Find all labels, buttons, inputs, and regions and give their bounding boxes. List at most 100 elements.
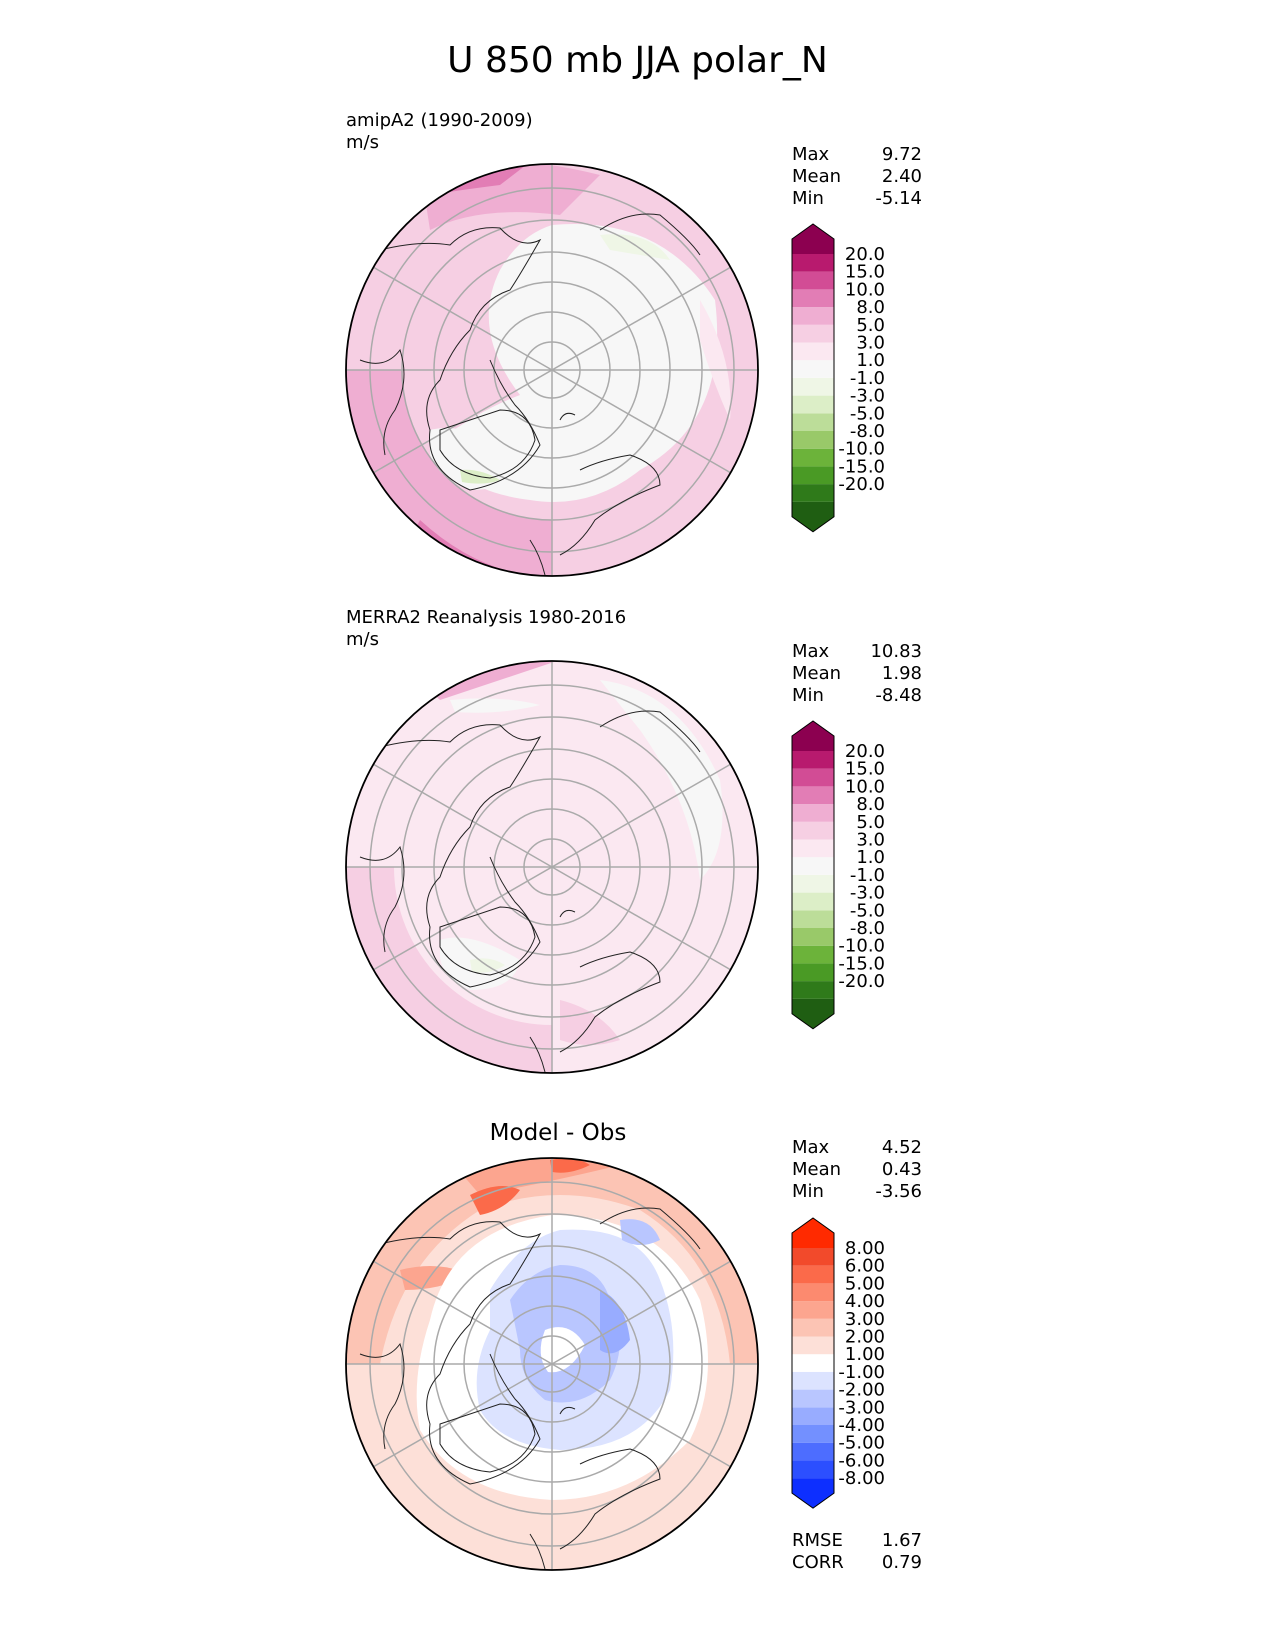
colorbar-tick-label: -8.0 xyxy=(850,421,885,442)
panel1-stats: Max 9.72 Mean 2.40 Min -5.14 xyxy=(792,144,922,210)
colorbar-tick-label: 2.00 xyxy=(845,1327,885,1348)
colorbar-swatch xyxy=(792,342,834,361)
map-observations xyxy=(345,660,759,1074)
colorbar-tick-label: 20.0 xyxy=(845,741,885,762)
colorbar-swatch xyxy=(792,1318,834,1337)
panel2-label-line2: m/s xyxy=(346,629,379,650)
panel2-label-line1: MERRA2 Reanalysis 1980-2016 xyxy=(346,607,627,628)
colorbar-tick-label: 5.00 xyxy=(845,1273,885,1294)
colorbar-tick-label: 8.0 xyxy=(856,297,885,318)
stat-mean-label: Mean xyxy=(792,663,842,684)
stat-min-label: Min xyxy=(792,685,824,706)
colorbar-tick-label: 4.00 xyxy=(845,1291,885,1312)
colorbar-tick-label: 1.0 xyxy=(856,847,885,868)
diff-panel-title: Model - Obs xyxy=(489,1120,627,1146)
colorbar-swatch xyxy=(792,874,834,893)
colorbar-tick-label: -10.0 xyxy=(838,936,885,957)
colorbar-swatch xyxy=(792,839,834,858)
colorbar-swatch xyxy=(792,928,834,946)
stat-mean-value: 0.43 xyxy=(881,1159,922,1180)
colorbar-swatch xyxy=(792,1336,834,1355)
colorbar-swatch xyxy=(792,892,834,911)
map-difference xyxy=(345,1157,759,1571)
stat-mean-value: 1.98 xyxy=(881,663,922,684)
colorbar-swatch xyxy=(792,484,834,502)
colorbar-swatch xyxy=(792,963,834,982)
colorbar-model: 20.015.010.08.05.03.01.0-1.0-3.0-5.0-8.0… xyxy=(791,223,885,533)
colorbar-swatch xyxy=(792,1442,834,1461)
colorbar-tick-label: -5.0 xyxy=(850,403,885,424)
colorbar-observations: 20.015.010.08.05.03.01.0-1.0-3.0-5.0-8.0… xyxy=(791,720,885,1030)
figure-title: U 850 mb JJA polar_N xyxy=(447,40,828,81)
colorbar-tick-label: 10.0 xyxy=(845,776,885,797)
colorbar-tick-label: 15.0 xyxy=(845,759,885,780)
rmse-label: RMSE xyxy=(792,1530,843,1551)
colorbar-tick-label: -6.00 xyxy=(838,1450,885,1471)
colorbar-swatch xyxy=(792,307,834,325)
colorbar-swatch xyxy=(792,1301,834,1319)
colorbar-swatch xyxy=(792,360,834,378)
stat-mean-value: 2.40 xyxy=(881,166,922,187)
stat-min-label: Min xyxy=(792,188,824,209)
colorbar-tick-label: 15.0 xyxy=(845,262,885,283)
colorbar-tick-label: 8.00 xyxy=(845,1238,885,1259)
colorbar-swatch xyxy=(792,786,834,805)
colorbar-swatch xyxy=(792,751,834,769)
rmse-value: 1.67 xyxy=(881,1530,922,1551)
colorbar-swatch xyxy=(792,1265,834,1284)
panel1-label-line2: m/s xyxy=(346,132,379,153)
colorbar-swatch xyxy=(792,395,834,414)
colorbar-tick-label: 3.00 xyxy=(845,1309,885,1330)
colorbar-tick-label: -15.0 xyxy=(838,953,885,974)
colorbar-swatch xyxy=(792,1218,834,1248)
colorbar-tick-label: -10.0 xyxy=(838,439,885,460)
colorbar-swatch xyxy=(792,254,834,272)
stat-max-label: Max xyxy=(792,1137,830,1158)
colorbar-tick-label: -2.00 xyxy=(838,1380,885,1401)
colorbar-swatch xyxy=(792,981,834,999)
colorbar-tick-label: -20.0 xyxy=(838,474,885,495)
colorbar-tick-label: 3.0 xyxy=(856,333,885,354)
colorbar-swatch xyxy=(792,768,834,787)
colorbar-tick-label: 6.00 xyxy=(845,1256,885,1277)
colorbar-tick-label: 1.00 xyxy=(845,1344,885,1365)
colorbar-swatch xyxy=(792,448,834,467)
stat-max-label: Max xyxy=(792,144,830,165)
stat-min-label: Min xyxy=(792,1181,824,1202)
panel2-stats: Max 10.83 Mean 1.98 Min -8.48 xyxy=(792,641,922,707)
colorbar-swatch xyxy=(792,1407,834,1425)
colorbar-tick-label: 20.0 xyxy=(845,244,885,265)
colorbar-tick-label: -1.00 xyxy=(838,1362,885,1383)
colorbar-tick-label: -1.0 xyxy=(850,865,885,886)
colorbar-swatch xyxy=(792,1283,834,1302)
colorbar-swatch xyxy=(792,1371,834,1390)
colorbar-swatch xyxy=(792,1248,834,1266)
colorbar-tick-label: -4.00 xyxy=(838,1415,885,1436)
stat-min-value: -8.48 xyxy=(875,685,922,706)
colorbar-tick-label: -1.0 xyxy=(850,368,885,389)
map-model xyxy=(345,163,759,577)
colorbar-swatch xyxy=(792,945,834,964)
colorbar-tick-label: -5.0 xyxy=(850,900,885,921)
colorbar-swatch xyxy=(792,1460,834,1479)
colorbar-swatch xyxy=(792,857,834,875)
colorbar-swatch xyxy=(792,324,834,343)
colorbar-tick-label: -20.0 xyxy=(838,971,885,992)
colorbar-swatch xyxy=(792,431,834,449)
colorbar-tick-label: 5.0 xyxy=(856,315,885,336)
stat-min-value: -3.56 xyxy=(875,1181,922,1202)
colorbar-outline xyxy=(791,223,835,533)
stat-min-value: -5.14 xyxy=(875,188,922,209)
colorbar-swatch xyxy=(792,1425,834,1443)
colorbar-tick-label: -8.00 xyxy=(838,1468,885,1489)
colorbar-tick-label: -5.00 xyxy=(838,1433,885,1454)
stat-max-value: 4.52 xyxy=(881,1137,922,1158)
stat-mean-label: Mean xyxy=(792,1159,842,1180)
colorbar-difference: 8.006.005.004.003.002.001.00-1.00-2.00-3… xyxy=(791,1217,885,1509)
panel2-label: MERRA2 Reanalysis 1980-2016 m/s xyxy=(346,607,626,651)
colorbar-outline xyxy=(791,720,835,1030)
colorbar-swatch xyxy=(792,224,834,254)
colorbar-swatch xyxy=(792,1354,834,1372)
colorbar-swatch xyxy=(792,413,834,431)
